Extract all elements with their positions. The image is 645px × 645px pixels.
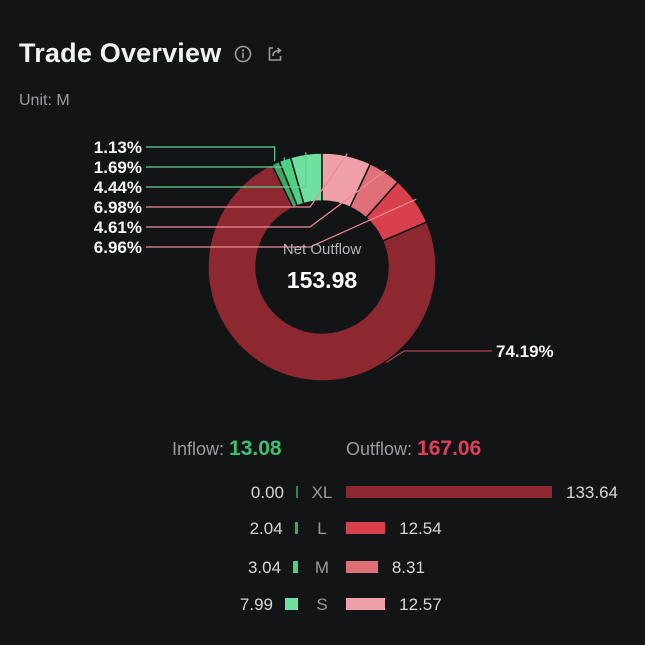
category-label-l: L <box>317 519 327 538</box>
table-row: 2.04 L 12.54 <box>0 516 645 542</box>
inflow-summary: Inflow: 13.08 <box>172 437 282 461</box>
inflow-value: 13.08 <box>229 437 282 460</box>
percent-label-outflow-s: 6.98% <box>94 198 142 217</box>
leader-line <box>146 146 276 162</box>
share-icon[interactable] <box>265 44 285 64</box>
inflow-value-m: 3.04 <box>247 558 282 577</box>
inflow-bar-s <box>285 598 298 610</box>
header: Trade Overview <box>19 38 285 69</box>
table-row: 0.00 XL 133.64 <box>0 480 645 506</box>
inflow-bar-xl <box>296 486 298 498</box>
percent-label-outflow-xl: 74.19% <box>496 342 554 361</box>
outflow-value-s: 12.57 <box>399 595 442 614</box>
inflow-value-s: 7.99 <box>239 595 273 614</box>
donut-slice-outflow-xl[interactable] <box>207 163 437 382</box>
center-value: 153.98 <box>287 267 358 293</box>
outflow-value-m: 8.31 <box>391 558 425 577</box>
outflow-bar-l <box>346 522 386 534</box>
outflow-summary: Outflow: 167.06 <box>346 437 481 461</box>
table-row: 7.99 S 12.57 <box>0 592 645 618</box>
outflow-value-l: 12.54 <box>399 519 442 538</box>
leader-line <box>146 157 285 168</box>
category-label-xl: XL <box>311 483 333 502</box>
percent-label-outflow-l: 6.96% <box>94 238 142 257</box>
table-row: 3.04 M 8.31 <box>0 555 645 581</box>
inflow-label: Inflow: <box>172 439 225 459</box>
leader-line <box>146 152 307 188</box>
flow-summary: Inflow: 13.08 Outflow: 167.06 <box>0 437 645 467</box>
page-title: Trade Overview <box>19 38 222 68</box>
category-label-m: M <box>314 558 330 577</box>
donut-chart: 1.13%1.69%4.44%6.98%4.61%6.96% 74.19% Net… <box>94 138 554 382</box>
inflow-value-xl: 0.00 <box>250 483 284 502</box>
leader-line <box>146 153 348 208</box>
outflow-bar-m <box>346 561 378 573</box>
info-icon[interactable] <box>233 44 253 64</box>
outflow-bar-s <box>346 598 386 610</box>
inflow-bar-l <box>294 522 298 534</box>
leader-line <box>146 169 387 228</box>
percent-label-inflow-s: 4.44% <box>94 178 142 197</box>
percent-label-outflow-m: 4.61% <box>94 218 142 237</box>
category-label-s: S <box>316 595 328 614</box>
center-label: Net Outflow <box>283 241 362 258</box>
leader-line <box>146 198 417 248</box>
inflow-value-l: 2.04 <box>249 519 283 538</box>
leader-line <box>385 350 492 363</box>
outflow-value-xl: 133.64 <box>566 483 618 502</box>
outflow-bar-xl <box>346 486 552 498</box>
unit-label: Unit: M <box>19 92 70 109</box>
percent-label-inflow-l: 1.13% <box>94 138 142 157</box>
inflow-bar-m <box>293 561 298 573</box>
outflow-label: Outflow: <box>346 439 413 459</box>
outflow-value: 167.06 <box>417 437 482 460</box>
percent-label-inflow-m: 1.69% <box>94 158 142 177</box>
